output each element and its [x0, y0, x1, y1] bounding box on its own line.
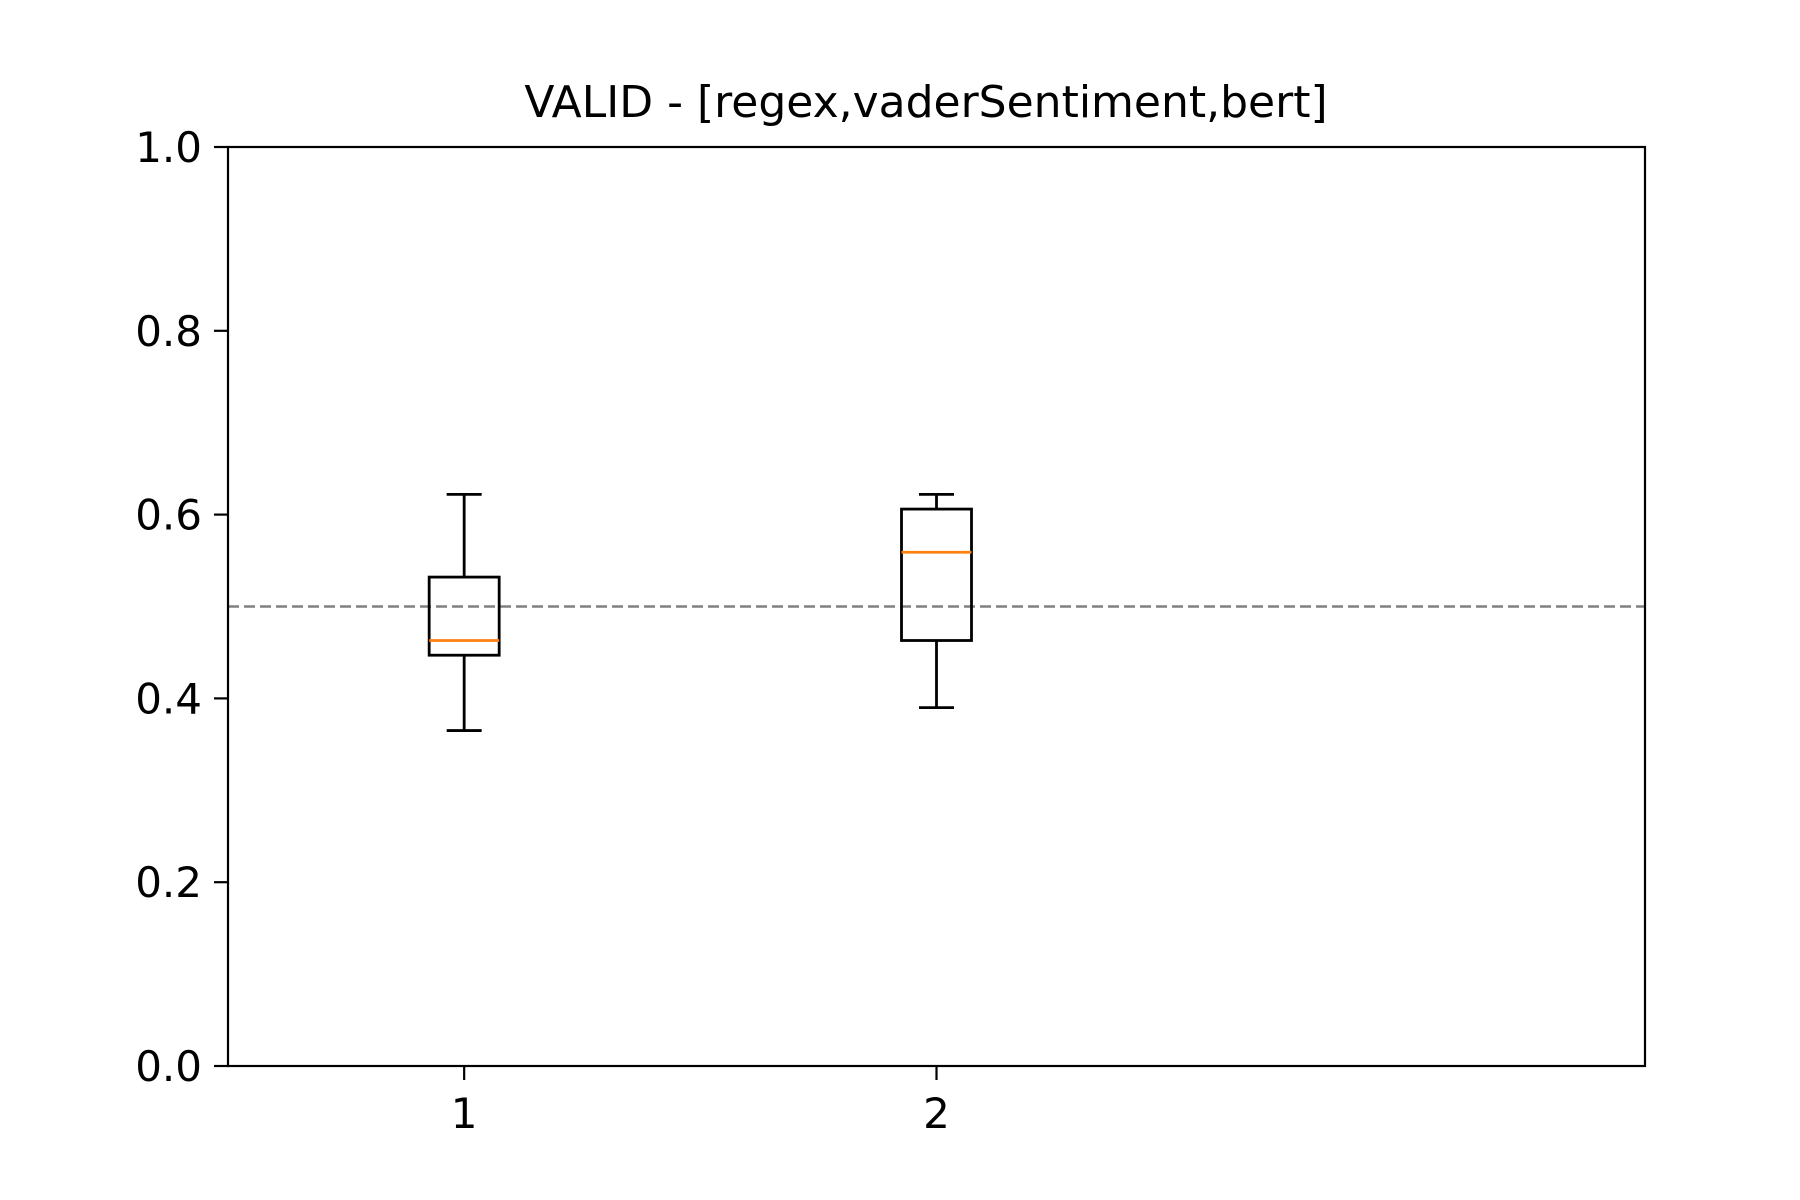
y-tick-label: 0.4 — [135, 674, 202, 723]
chart-title: VALID - [regex,vaderSentiment,bert] — [524, 77, 1327, 128]
box-group-2 — [900, 492, 973, 709]
box-layer — [427, 492, 973, 732]
y-tick-label: 0.2 — [135, 858, 202, 907]
y-tick-label: 1.0 — [135, 123, 202, 172]
box-group-1 — [427, 492, 501, 732]
iqr-box — [900, 507, 973, 642]
axes: 0.0 0.2 0.4 0.6 0.8 1.0 1 2 — [135, 123, 1647, 1138]
y-tick-label: 0.8 — [135, 307, 202, 356]
y-tick-label: 0.6 — [135, 491, 202, 540]
x-tick-label: 2 — [923, 1089, 950, 1138]
y-tick-label: 0.0 — [135, 1042, 202, 1091]
x-tick-label: 1 — [451, 1089, 478, 1138]
iqr-box — [427, 575, 501, 657]
